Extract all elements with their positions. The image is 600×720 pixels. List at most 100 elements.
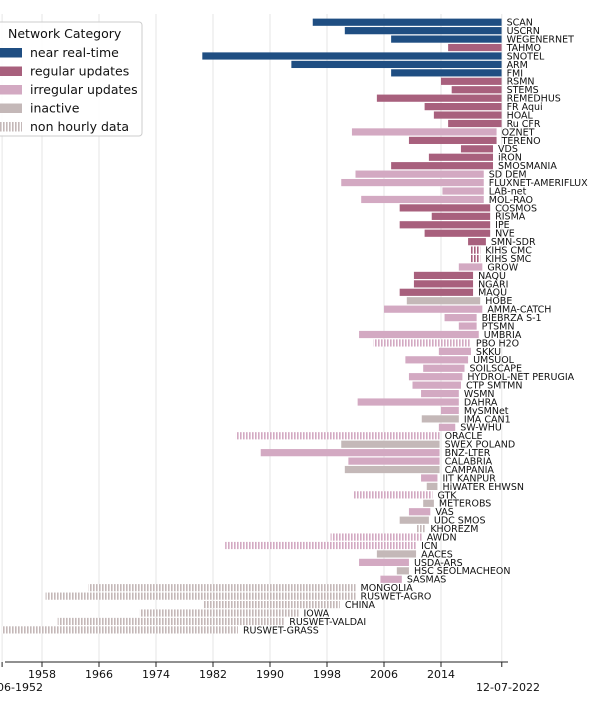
- network-bar: [384, 305, 483, 313]
- network-bar: [203, 600, 340, 609]
- network-bar: [88, 584, 356, 592]
- network-bar: [353, 491, 433, 499]
- network-label: CHINA: [345, 600, 376, 611]
- network-bar: [441, 77, 502, 85]
- network-bar: [202, 52, 502, 60]
- network-label: HYDROL-NET PERUGIA: [467, 372, 574, 383]
- network-label: AWDN: [427, 532, 457, 543]
- network-bar: [458, 263, 483, 271]
- legend-swatch: [0, 85, 22, 95]
- network-label: SMOSMANIA: [498, 161, 557, 172]
- network-bar: [57, 617, 285, 626]
- network-bars: [2, 18, 502, 634]
- network-bar: [424, 229, 491, 237]
- network-label: HOBE: [485, 296, 512, 307]
- legend-box: [0, 21, 143, 137]
- network-bar: [312, 18, 502, 26]
- network-bar: [412, 381, 461, 389]
- network-label: HSC SEOLMACHEON: [414, 566, 511, 577]
- network-bar: [355, 170, 484, 178]
- network-bar: [260, 449, 440, 457]
- network-bar: [458, 322, 477, 330]
- network-label: HOAL: [507, 110, 534, 121]
- network-bar: [399, 221, 491, 229]
- network-label: AMMA-CATCH: [487, 305, 551, 316]
- network-label: GTK: [437, 490, 457, 501]
- network-bar: [391, 162, 494, 170]
- network-label: KIHS CMC: [485, 246, 532, 257]
- network-label: iRON: [498, 153, 522, 164]
- network-label: HiWATER EHWSN: [442, 482, 524, 493]
- network-bar: [399, 516, 429, 524]
- x-tick-label: 1982: [199, 668, 227, 681]
- network-label: PBO H2O: [476, 338, 519, 349]
- network-bar: [438, 347, 471, 355]
- network-label: BIEBRZA S-1: [482, 313, 542, 324]
- network-bar: [426, 482, 438, 491]
- network-bar: [376, 94, 502, 102]
- network-label: WEGENERNET: [507, 35, 575, 46]
- network-bar: [391, 35, 502, 43]
- legend: Network Category near real-time regular u…: [0, 21, 143, 137]
- network-bar: [428, 153, 494, 161]
- network-label: RUSWET-GRASS: [243, 625, 319, 636]
- network-bar: [344, 27, 502, 35]
- network-label: IPE: [495, 220, 510, 231]
- network-bar: [408, 136, 497, 144]
- network-bar: [361, 195, 484, 204]
- network-label: RISMA: [495, 212, 526, 223]
- x-tick-label: 1998: [313, 668, 341, 681]
- network-bar: [408, 373, 463, 381]
- network-bar: [341, 178, 484, 187]
- network-bar: [399, 288, 474, 296]
- network-label: CALABRIA: [445, 457, 493, 468]
- network-bar: [357, 398, 459, 406]
- network-label: NVE: [495, 229, 515, 240]
- network-label: RUSWET-VALDAI: [289, 617, 366, 628]
- network-label: SD DEM: [489, 170, 527, 181]
- network-bar: [470, 254, 481, 263]
- x-axis-end-label: 12-07-2022: [476, 681, 540, 694]
- network-bar: [421, 389, 459, 398]
- network-bar: [225, 541, 417, 550]
- network-bar: [424, 103, 502, 111]
- network-label: SNOTEL: [507, 51, 545, 62]
- network-label: Ru CFR: [507, 119, 541, 130]
- legend-label: inactive: [30, 101, 80, 116]
- legend-label: regular updates: [30, 64, 129, 79]
- network-label: ORACLE: [445, 431, 483, 442]
- network-bar: [448, 119, 502, 128]
- x-tick-label: 1990: [256, 668, 284, 681]
- network-label: ICN: [421, 541, 438, 552]
- network-bar: [380, 575, 402, 583]
- network-bar: [431, 212, 491, 220]
- network-label: METEROBS: [439, 499, 491, 510]
- network-bar: [341, 440, 440, 448]
- network-bar: [438, 423, 456, 431]
- network-label: USDA-ARS: [414, 558, 463, 569]
- network-label: MONGOLIA: [361, 583, 414, 594]
- network-bar: [391, 69, 502, 77]
- network-label: IIT KANPUR: [442, 473, 496, 484]
- network-label: RUSWET-AGRO: [361, 592, 432, 603]
- network-label: MAQU: [478, 288, 507, 299]
- network-label: SOILSCAPE: [470, 364, 523, 375]
- x-axis: 06-1952 12-07-2022 1958 1966 1974 1982 1990 1…: [0, 661, 540, 694]
- network-bar: [413, 280, 474, 288]
- legend-label: irregular updates: [30, 82, 138, 97]
- network-label: GROW: [487, 262, 518, 273]
- network-label: BNZ-LTER: [445, 448, 491, 459]
- network-bar: [359, 558, 409, 566]
- network-bar: [291, 60, 502, 69]
- network-bar: [433, 111, 502, 119]
- network-bar: [399, 204, 491, 212]
- network-label: AACES: [421, 549, 453, 560]
- network-bar: [406, 297, 481, 305]
- network-bar: [235, 432, 440, 440]
- legend-label: near real-time: [30, 45, 119, 60]
- network-label: TAHMO: [506, 43, 541, 54]
- network-bar: [351, 128, 497, 136]
- network-bar: [330, 533, 422, 541]
- network-bar: [45, 592, 356, 600]
